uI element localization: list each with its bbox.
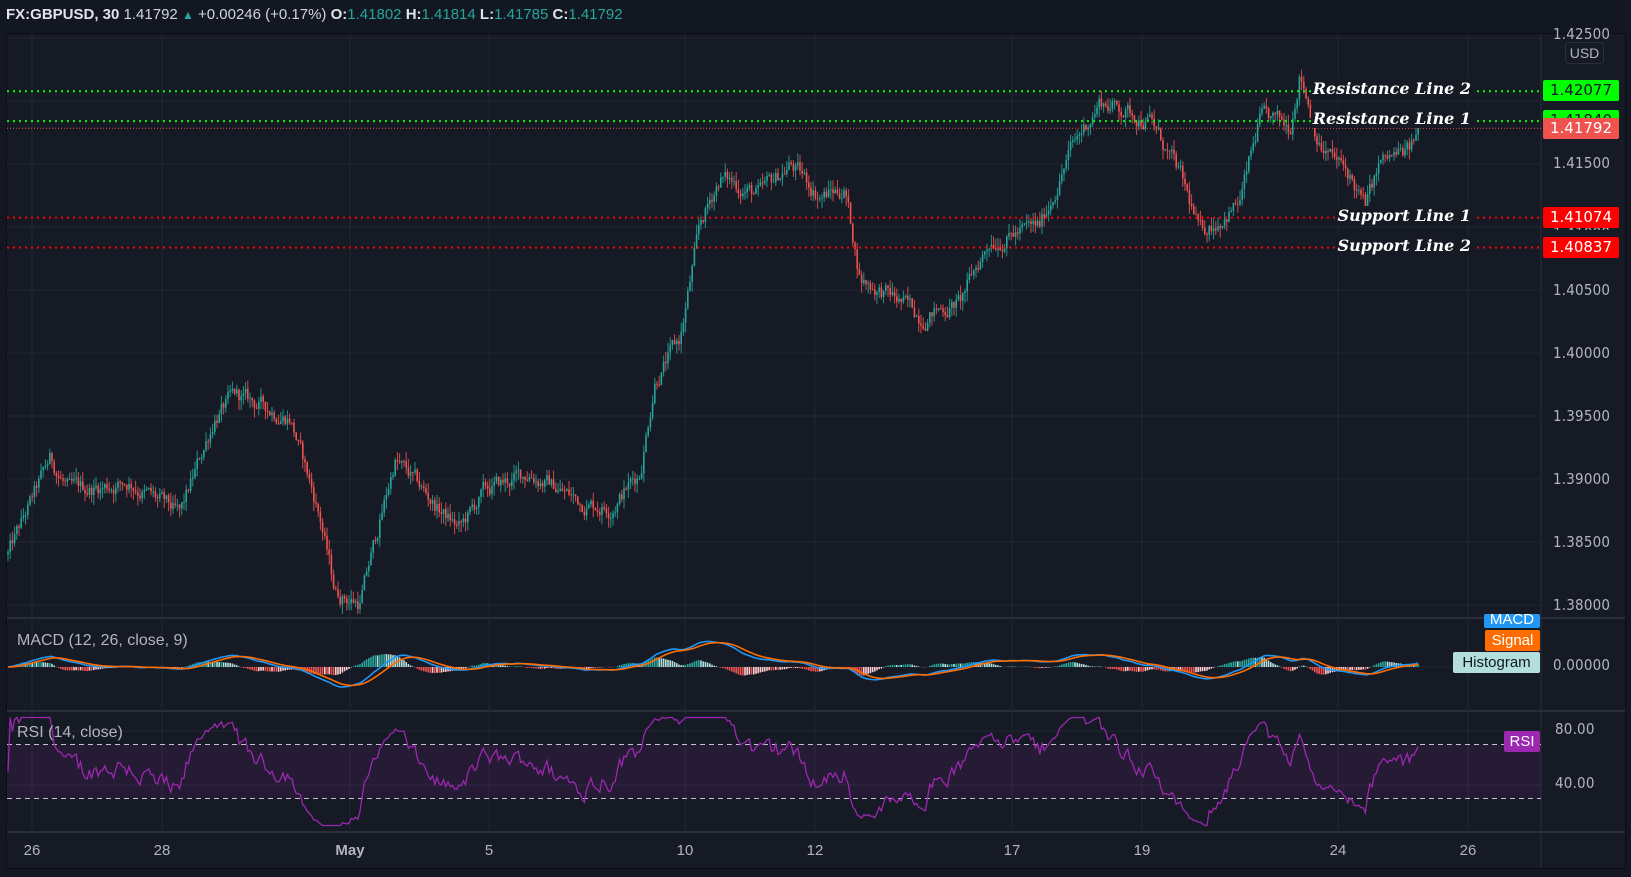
- price-tick-label: 1.39500: [1553, 407, 1611, 425]
- rsi-pane: [7, 716, 1541, 827]
- time-axis-label: 10: [676, 842, 694, 859]
- rsi-axis-40: 40.00: [1555, 774, 1595, 792]
- price-tick-label: 1.38000: [1553, 596, 1611, 614]
- price-tick-label: 1.41500: [1553, 154, 1611, 172]
- currency-label[interactable]: USD: [1565, 42, 1604, 64]
- price-tick-label: 1.38500: [1553, 533, 1611, 551]
- level-label[interactable]: Resistance Line 2: [1310, 79, 1473, 99]
- rsi-axis-80: 80.00: [1555, 720, 1595, 738]
- close-value: 1.41792: [568, 6, 623, 23]
- high-value: 1.41814: [421, 6, 476, 23]
- last-price-tag: 1.41792: [1543, 118, 1619, 140]
- close-label: C:: [552, 6, 569, 23]
- open-label: O:: [330, 6, 348, 23]
- time-axis-label: 19: [1133, 842, 1151, 859]
- macd-axis-zero: 0.00000: [1553, 656, 1611, 674]
- macd-legend-histogram: Histogram: [1453, 652, 1540, 673]
- triangle-up-icon: ▲: [181, 8, 194, 22]
- time-axis-label: 26: [1459, 842, 1477, 859]
- rsi-tag: RSI: [1504, 731, 1540, 752]
- macd-legend-macd: MACD: [1484, 614, 1540, 628]
- time-axis-label: May: [335, 842, 365, 859]
- open-value: 1.41802: [347, 6, 402, 23]
- price-change: +0.00246 (+0.17%): [198, 6, 327, 23]
- level-price-tag: 1.40837: [1543, 236, 1619, 258]
- price-tick-label: 1.40500: [1553, 281, 1611, 299]
- macd-pane: [7, 640, 1419, 688]
- time-axis-label: 24: [1329, 842, 1347, 859]
- level-price-tag: 1.41074: [1543, 206, 1619, 228]
- price-tick-label: 1.39000: [1553, 470, 1611, 488]
- level-label[interactable]: Support Line 2: [1335, 235, 1473, 255]
- symbol-title[interactable]: FX:GBPUSD, 30: [6, 6, 120, 23]
- low-label: L:: [479, 6, 495, 23]
- price-tick-label: 1.42500: [1553, 26, 1611, 43]
- macd-legend-signal: Signal: [1485, 630, 1540, 651]
- time-axis-label: 12: [806, 842, 824, 859]
- level-label[interactable]: Resistance Line 1: [1310, 109, 1473, 129]
- high-label: H:: [405, 6, 422, 23]
- level-price-tag: 1.42077: [1543, 80, 1619, 102]
- time-axis-label: 26: [23, 842, 41, 859]
- time-axis-label: 28: [153, 842, 171, 859]
- low-value: 1.41785: [494, 6, 549, 23]
- symbol-header: FX:GBPUSD, 30 1.41792 ▲ +0.00246 (+0.17%…: [0, 0, 1631, 30]
- rsi-title[interactable]: RSI (14, close): [17, 724, 123, 741]
- macd-title[interactable]: MACD (12, 26, close, 9): [17, 632, 188, 649]
- last-price: 1.41792: [123, 6, 178, 23]
- time-axis-label: 17: [1003, 842, 1021, 859]
- price-tick-label: 1.40000: [1553, 344, 1611, 362]
- time-axis-label: 5: [484, 842, 494, 859]
- level-label[interactable]: Support Line 1: [1335, 205, 1473, 225]
- candlesticks: [7, 69, 1419, 615]
